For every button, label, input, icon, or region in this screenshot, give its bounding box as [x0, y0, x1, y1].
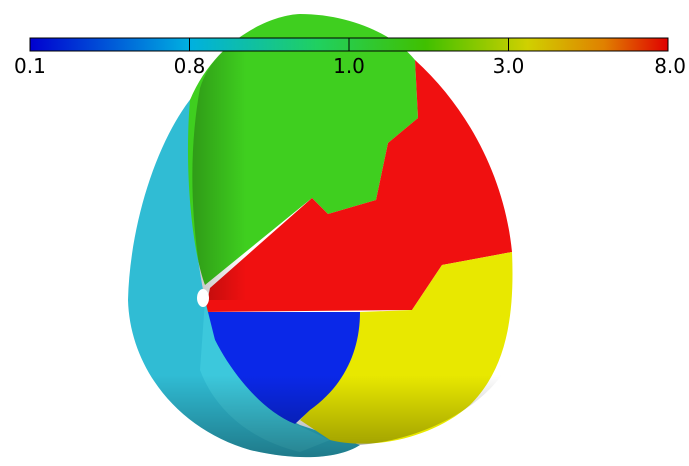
shading-left — [192, 14, 300, 300]
apex-hole — [197, 289, 209, 307]
tick-label: 0.8 — [174, 54, 206, 78]
colorbar: 0.1 0.8 1.0 3.0 8.0 — [14, 37, 686, 78]
shading — [128, 252, 512, 458]
tick-label: 8.0 — [654, 54, 686, 78]
tick-label: 1.0 — [333, 54, 365, 78]
tick-label: 3.0 — [493, 54, 525, 78]
heart-model — [128, 14, 513, 458]
tick-label: 0.1 — [14, 54, 46, 78]
